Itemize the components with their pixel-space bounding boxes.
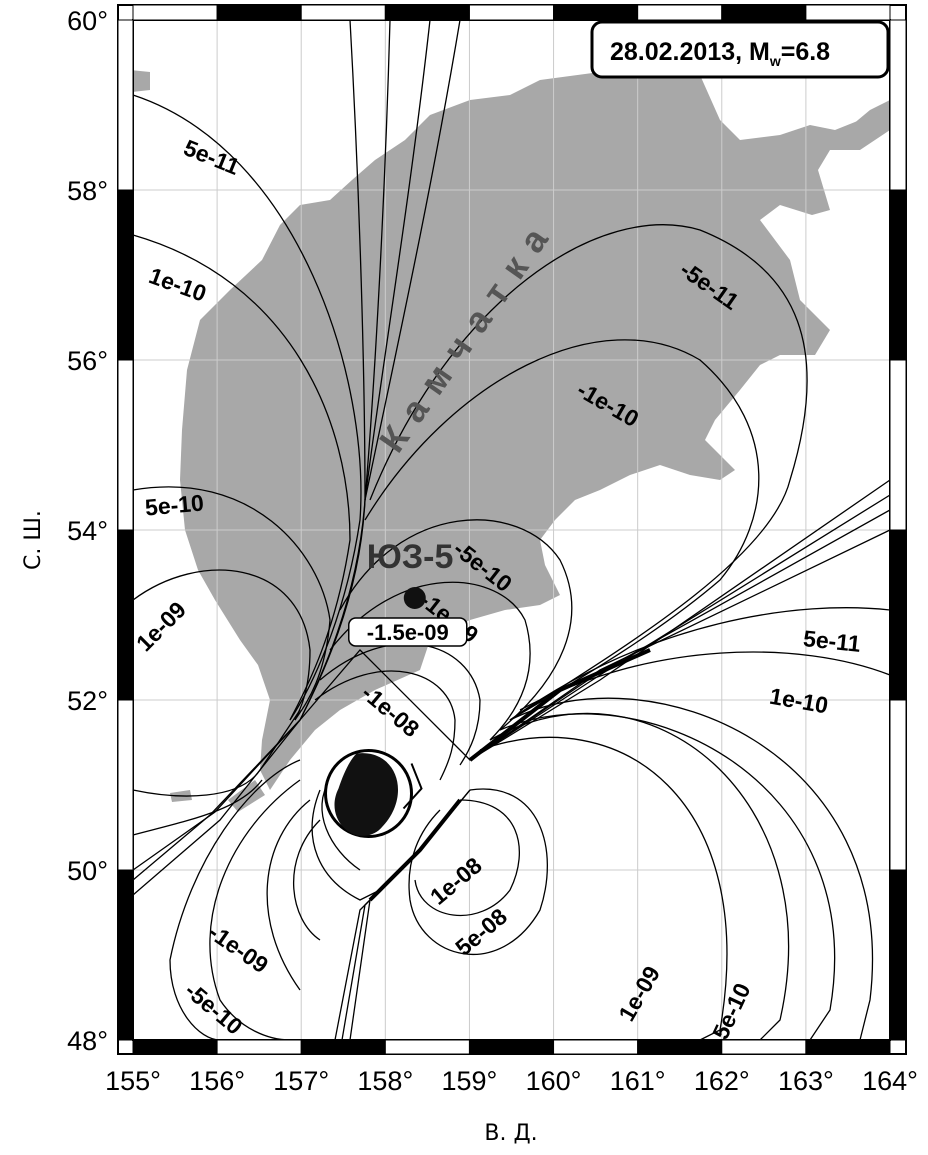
lat-tick-label: 56° [67,346,108,376]
contour-label: 5e-10 [144,490,205,521]
lat-tick-label: 60° [67,6,108,36]
contour-lines [132,19,891,1041]
contour-line [292,819,321,941]
frame-bar [132,1039,218,1055]
frame-bar [216,4,302,21]
contour-line [364,19,461,501]
title-date: 28.02.2013, M [610,38,770,66]
frame-bar [117,699,134,871]
contour-line [489,712,790,1041]
tick-labels: 155° 156° 157° 158° 159° 160° 161° 162° 163° 164°… [67,6,918,1096]
kamchatka-landmass [130,70,890,812]
frame-bar [637,4,723,21]
frame-bar [300,1039,386,1055]
lon-tick-label: 163° [778,1066,834,1096]
frame-bar [117,19,134,191]
contour-label: 5e-11 [802,625,862,657]
title-box: 28.02.2013, Mw=6.8 [590,20,890,79]
frame-bar [805,4,891,21]
frame-bar [553,4,639,21]
contour-line [469,479,891,761]
contour-line [132,529,891,896]
contour-line [299,19,391,721]
lat-tick-label: 52° [67,686,108,716]
station-marker: ЮЗ-5 -1.5e-09 [348,538,468,647]
x-axis-title: В. Д. [484,1121,537,1146]
frame-bar [637,1039,723,1055]
contour-line [509,697,873,1041]
lat-tick-label: 54° [67,516,108,546]
contour-line [414,799,521,917]
frame-bar [889,189,907,361]
contour-line [364,339,760,721]
station-label: ЮЗ-5 [367,538,454,576]
frame-bar [384,1039,470,1055]
lon-tick-label: 164° [862,1066,918,1096]
contour-line [132,719,301,871]
y-axis-title: С. Ш. [21,510,46,570]
frame-bar [889,869,907,1041]
contour-line [311,789,381,901]
contour-line [132,779,263,836]
contour-line [368,798,462,902]
lat-tick-label: 58° [67,176,108,206]
contour-line [266,799,311,991]
frame-bar [889,19,907,191]
lon-tick-label: 159° [442,1066,498,1096]
frame-bar [117,869,134,1041]
frame-bar [889,699,907,871]
contour-line [329,581,531,741]
frame-bar [553,1039,639,1055]
frame-bar [117,529,134,701]
contour-line [169,759,301,1041]
title-mag-sub: w [769,53,781,69]
frame-bar [300,4,386,21]
frame-bar [132,4,218,21]
title-text: 28.02.2013, Mw=6.8 [610,38,830,69]
contour-line [319,643,481,766]
map-frame [117,4,907,1055]
frame-bar [384,4,470,21]
contour-line [339,519,573,731]
contour-line [314,670,456,781]
station-value: -1.5e-09 [367,620,449,645]
lon-tick-label: 162° [694,1066,750,1096]
contour-line [132,486,331,721]
frame-bar [468,4,555,21]
contour-line [499,713,836,1041]
frame-bar [805,1039,891,1055]
title-mag-value: =6.8 [781,38,830,66]
contour-line [132,234,351,721]
contour-line [369,224,808,721]
lon-tick-label: 161° [610,1066,666,1096]
contour-line [132,94,362,721]
lat-tick-label: 50° [67,856,108,886]
contour-line [132,569,311,721]
frame-bar [216,1039,302,1055]
contour-line [509,607,891,721]
frame-bar [117,359,134,531]
lon-tick-label: 158° [357,1066,413,1096]
contour-line [364,19,431,501]
lon-tick-label: 156° [189,1066,245,1096]
contour-line [468,648,651,762]
frame-bar [889,529,907,701]
lat-tick-label: 48° [67,1026,108,1056]
frame-bar [721,4,807,21]
contour-line [519,651,891,711]
frame-bar [889,359,907,531]
focal-mechanism-beachball [324,749,423,838]
contour-line [469,494,891,761]
frame-bar [468,1039,555,1055]
lon-tick-label: 157° [273,1066,329,1096]
frame-bar [117,189,134,361]
lon-tick-label: 160° [526,1066,582,1096]
contour-line [209,779,301,1041]
lon-tick-label: 155° [105,1066,161,1096]
frame-bar [721,1039,807,1055]
contour-line [479,736,728,1041]
